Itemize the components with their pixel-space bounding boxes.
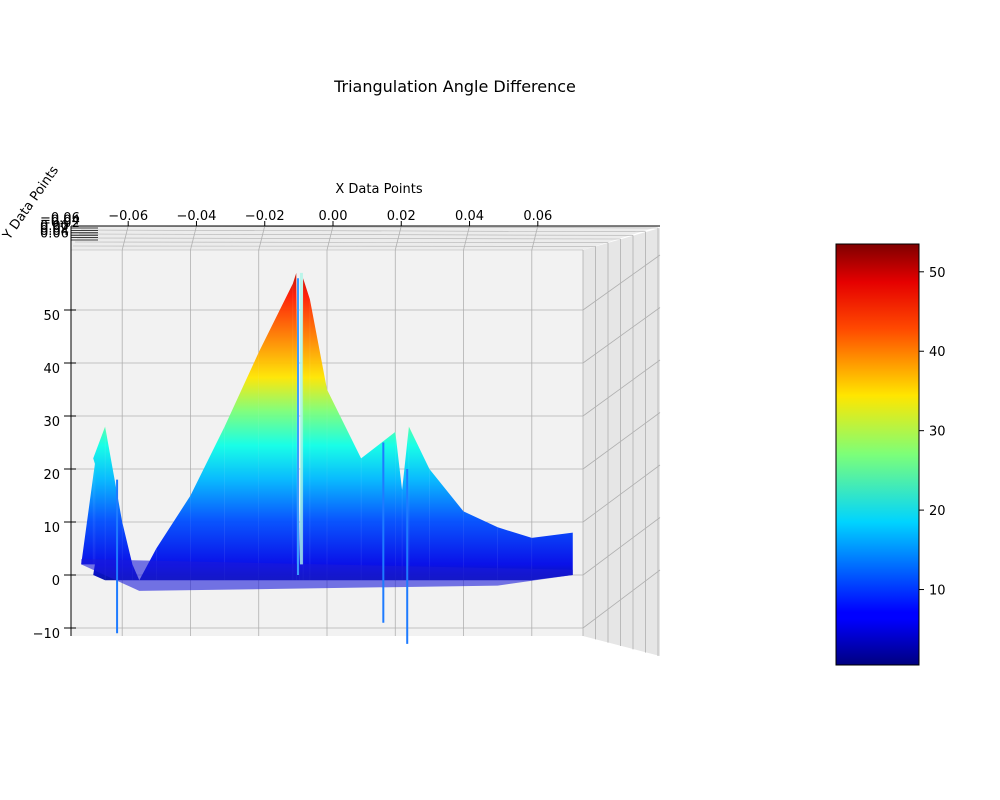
axes-lines — [64, 221, 660, 636]
z-tick-label: 10 — [43, 521, 60, 536]
x-tick-label: 0.06 — [523, 209, 552, 224]
z-tick-label: 0 — [52, 574, 60, 589]
surface-floor — [81, 559, 573, 591]
z-tick-label: 40 — [43, 362, 60, 377]
z-tick-label: 30 — [43, 415, 60, 430]
colorbar-gradient — [835, 243, 920, 666]
y-tick-label: 0.02 — [40, 221, 69, 236]
surface-spikes — [116, 272, 409, 644]
grid-depth-top — [74, 241, 609, 243]
z-tick-label: −10 — [33, 627, 60, 642]
chart-title: Triangulation Angle Difference — [333, 77, 576, 96]
grid-depth-top — [76, 237, 621, 240]
surface-body — [81, 272, 573, 581]
x-axis-label: X Data Points — [335, 182, 422, 197]
y-tick-label: 0.06 — [40, 227, 69, 242]
x-tick-label: 0.00 — [319, 209, 348, 224]
y-tick-label: −0.02 — [40, 216, 80, 231]
side-pane — [583, 228, 660, 656]
colorbar-tick-label: 20 — [929, 504, 946, 519]
y-tick-labels: −0.06−0.04−0.020.000.020.040.06 — [40, 211, 80, 242]
x-tick-label: 0.04 — [455, 209, 484, 224]
top-pane — [71, 226, 660, 250]
grid-depth-top — [80, 229, 646, 232]
x-tick-label: 0.02 — [387, 209, 416, 224]
colorbar: 10 20 30 40 50 — [835, 243, 946, 666]
y-tick-label: −0.06 — [40, 211, 80, 226]
x-tick-label: −0.04 — [177, 209, 217, 224]
x-tick-label: −0.06 — [108, 209, 148, 224]
z-tick-label: 20 — [43, 468, 60, 483]
y-tick-label: −0.04 — [40, 214, 80, 229]
colorbar-tick-label: 30 — [929, 425, 946, 440]
z-tick-label: 50 — [43, 309, 60, 324]
x-tick-labels: −0.06 −0.04 −0.02 0.00 0.02 0.04 0.06 — [108, 209, 552, 224]
colorbar-ticks: 10 20 30 40 50 — [919, 266, 946, 599]
y-tick-label: 0.04 — [40, 224, 69, 239]
z-tick-labels: −10 0 10 20 30 40 50 — [33, 309, 60, 642]
x-tick-label: −0.02 — [245, 209, 285, 224]
surface-mesh — [81, 272, 574, 591]
colorbar-tick-label: 40 — [929, 345, 946, 360]
y-tick-label: 0.00 — [40, 219, 69, 234]
axes-panes — [71, 226, 660, 656]
colorbar-tick-label: 50 — [929, 266, 946, 281]
grid-depth-top — [78, 233, 634, 236]
colorbar-tick-label: 10 — [929, 584, 946, 599]
